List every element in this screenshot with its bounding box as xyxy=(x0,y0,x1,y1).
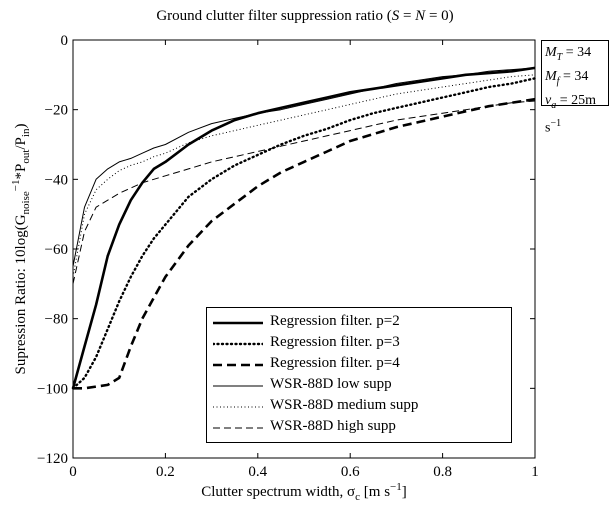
x-tick-label: 0.4 xyxy=(248,464,267,480)
legend-item: Regression filter. p=2 xyxy=(207,313,511,333)
legend-label: Regression filter. p=3 xyxy=(270,334,400,350)
y-tick-label: −40 xyxy=(45,172,68,188)
series-line-wsr-88d-high-supp xyxy=(72,100,536,284)
series-lines xyxy=(71,66,537,390)
x-tick-label: 0.6 xyxy=(341,464,360,480)
x-tick-label: 0 xyxy=(69,464,77,480)
y-tick-label: −20 xyxy=(45,103,68,119)
param-mt: MT = 34 xyxy=(545,45,592,63)
y-axis-label: Supression Ratio: 10log(Gnoise−1*Pout/Pi… xyxy=(10,124,32,375)
series-line-regression-filter-p-4 xyxy=(73,97,536,390)
series-line-wsr-88d-low-supp xyxy=(72,67,536,267)
y-tick-label: 0 xyxy=(61,33,69,49)
y-tick-label: −120 xyxy=(37,451,68,467)
axis-ticks: 0 0.2 0.4 0.6 0.8 1 0 −20 −40 −60 −80 −100 −120 xyxy=(37,33,539,480)
parameter-box: MT = 34 Mf = 34 va = 25m s−1 xyxy=(541,40,609,136)
legend-label: Regression filter. p=2 xyxy=(270,313,400,329)
legend-item: WSR-88D high supp xyxy=(207,418,511,438)
x-axis-label: Clutter spectrum width, σc [m s−1] xyxy=(201,481,407,503)
x-tick-label: 0.8 xyxy=(433,464,452,480)
legend-item: Regression filter. p=3 xyxy=(207,334,511,354)
chart-title: Ground clutter filter suppression ratio … xyxy=(156,8,454,24)
legend-label: WSR-88D low supp xyxy=(270,376,392,392)
legend-item: Regression filter. p=4 xyxy=(207,355,511,375)
param-va: va = 25m s−1 xyxy=(545,92,597,137)
legend-item: WSR-88D low supp xyxy=(207,376,511,396)
legend-label: WSR-88D medium supp xyxy=(270,397,419,413)
series-line-wsr-88d-medium-supp xyxy=(72,74,536,277)
y-tick-label: −80 xyxy=(45,312,68,328)
x-tick-label: 0.2 xyxy=(156,464,175,480)
legend-label: WSR-88D high supp xyxy=(270,418,396,434)
param-mf: Mf = 34 xyxy=(545,68,589,87)
legend-label: Regression filter. p=4 xyxy=(270,355,400,371)
y-tick-label: −60 xyxy=(45,242,68,258)
legend: Regression filter. p=2 Regression filter… xyxy=(206,307,512,443)
x-tick-label: 1 xyxy=(531,464,539,480)
series-line-regression-filter-p-3 xyxy=(71,77,537,390)
y-tick-label: −100 xyxy=(37,381,68,397)
legend-item: WSR-88D medium supp xyxy=(207,397,511,417)
